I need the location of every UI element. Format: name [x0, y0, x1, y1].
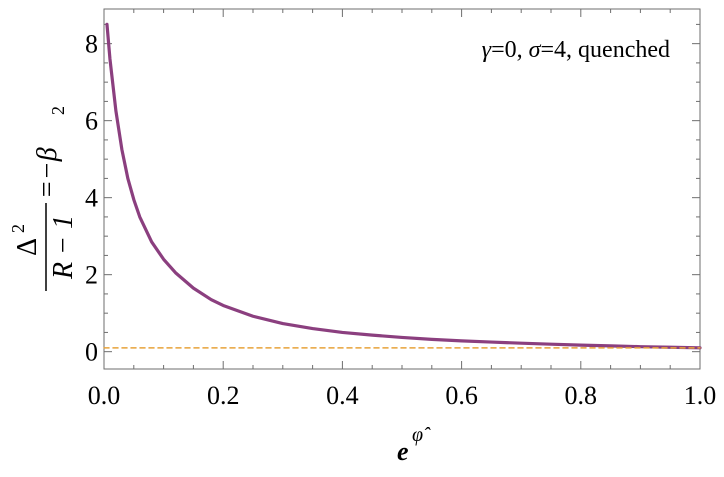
x-tick-label: 0.6	[445, 381, 478, 410]
y-axis-label-denominator: R − 1	[48, 215, 79, 280]
y-axis-label-suffix-subscript: 2	[48, 106, 68, 115]
x-axis-label-base: e	[397, 437, 409, 466]
y-axis-label-suffix: =−β	[32, 147, 63, 199]
y-tick-label: 2	[85, 261, 98, 290]
y-tick-label: 4	[85, 184, 98, 213]
annotation-gamma-symbol: γ	[482, 37, 492, 63]
y-tick-label: 0	[85, 338, 98, 367]
x-axis-label: e φ̂	[397, 424, 431, 466]
y-axis-label-numerator: Δ	[12, 238, 43, 256]
series-line-solid	[105, 22, 702, 350]
y-axis-label-numerator-superscript: 2	[8, 224, 28, 233]
tick-labels: 0.0 0.2 0.4 0.6 0.8 1.0 0 2 4 6 8	[85, 30, 716, 410]
annotation-gamma-value: =0,	[491, 37, 529, 63]
y-tick-label: 8	[85, 30, 98, 59]
plot-frame	[103, 8, 701, 370]
x-tick-label: 0.2	[207, 381, 240, 410]
chart-annotation: γ=0, σ=4, quenched	[482, 37, 670, 63]
x-tick-label: 0.8	[565, 381, 598, 410]
annotation-sigma-symbol: σ	[529, 37, 542, 63]
tick-marks	[103, 9, 701, 369]
x-tick-label: 0.0	[88, 381, 121, 410]
x-tick-label: 1.0	[684, 381, 717, 410]
x-tick-label: 0.4	[326, 381, 359, 410]
y-axis-label: Δ 2 R − 1 =−β 2	[8, 106, 79, 291]
y-tick-label: 6	[85, 107, 98, 136]
x-axis-label-superscript: φ̂	[412, 424, 431, 446]
annotation-sigma-value: =4, quenched	[541, 37, 671, 63]
series-layer	[103, 22, 702, 350]
